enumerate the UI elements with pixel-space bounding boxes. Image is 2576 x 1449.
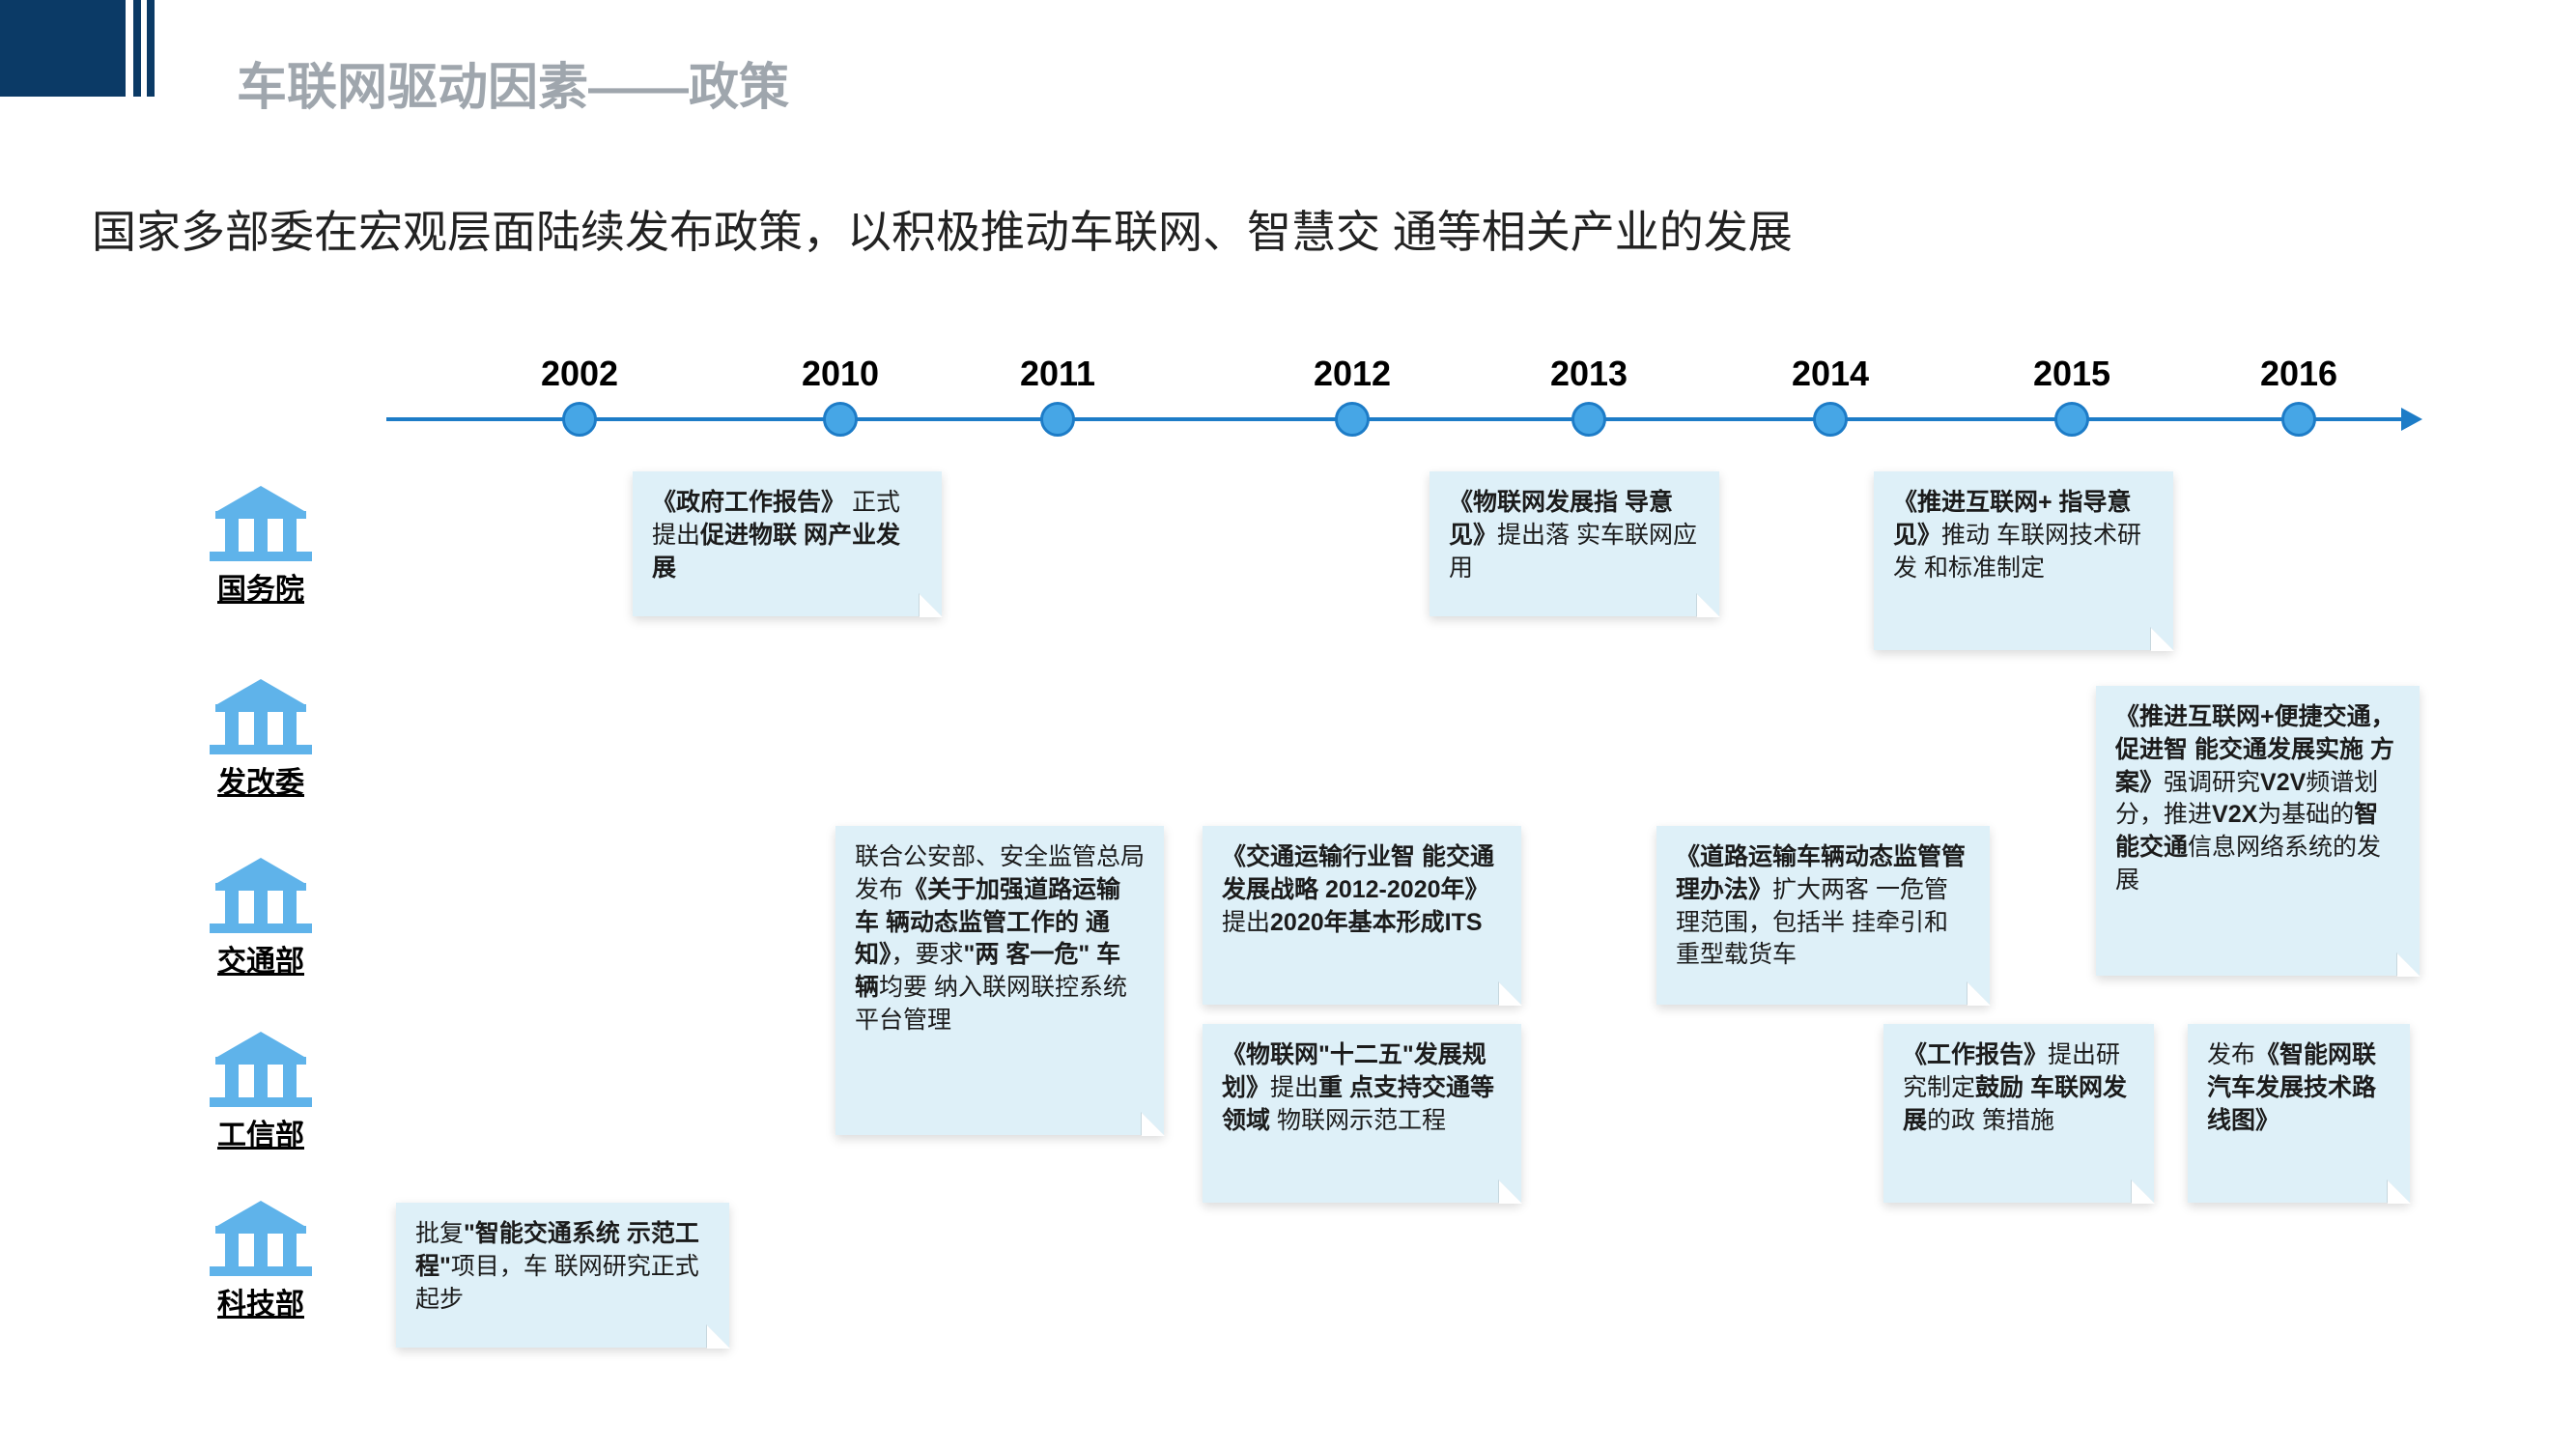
timeline-year-label: 2013 <box>1550 354 1628 394</box>
gov-building-icon <box>198 850 324 937</box>
note-text: ，要求 <box>892 941 964 968</box>
timeline-dot <box>1040 402 1075 437</box>
note-fold-corner <box>1499 1180 1522 1204</box>
timeline-dot <box>2054 402 2089 437</box>
note-bold-text: 2020年基本形成ITS <box>1270 909 1483 936</box>
timeline-arrowhead <box>2401 408 2422 431</box>
note-fold-corner <box>1499 982 1522 1006</box>
row-label-kejibu: 科技部 <box>208 1280 314 1322</box>
timeline-dot <box>562 402 597 437</box>
gov-building-icon <box>198 478 324 565</box>
row-label-gongxinbu: 工信部 <box>208 1111 314 1153</box>
timeline-dot <box>823 402 858 437</box>
note-text: 强调研究 <box>2164 769 2260 796</box>
policy-note: 《物联网发展指 导意见》提出落 实车联网应用 <box>1430 471 1719 616</box>
note-text: 发布 <box>2207 1041 2255 1068</box>
note-fold-corner <box>2388 1180 2411 1204</box>
note-fold-corner <box>2132 1180 2155 1204</box>
timeline-dot <box>1813 402 1848 437</box>
timeline-dot <box>1571 402 1606 437</box>
note-fold-corner <box>2397 953 2420 977</box>
page-subtitle: 国家多部委在宏观层面陆续发布政策，以积极推动车联网、智慧交 通等相关产业的发展 <box>92 197 1793 261</box>
timeline-year-label: 2015 <box>2033 354 2110 394</box>
gov-building-icon <box>198 1193 324 1280</box>
policy-note: 《工作报告》提出研究制定鼓励 车联网发展的政 策措施 <box>1883 1024 2154 1203</box>
timeline-year-label: 2012 <box>1314 354 1391 394</box>
policy-note: 《推进互联网+ 指导意见》推动 车联网技术研发 和标准制定 <box>1874 471 2173 650</box>
note-fold-corner <box>1142 1113 1165 1136</box>
note-text: 提出 <box>1270 1074 1318 1101</box>
policy-note: 发布《智能网联汽车发展技术路线图》 <box>2188 1024 2410 1203</box>
timeline-year-label: 2011 <box>1020 354 1095 394</box>
note-text: 的政 策措施 <box>1927 1107 2054 1134</box>
timeline-dot <box>1335 402 1370 437</box>
timeline-year-label: 2014 <box>1792 354 1869 394</box>
note-text: 均要 纳入联网联控系统 平台管理 <box>855 974 1127 1034</box>
note-bold-text: 《政府工作报告》 <box>652 489 845 516</box>
policy-note: 联合公安部、安全监管总局发布《关于加强道路运输车 辆动态监管工作的 通知》，要求… <box>835 826 1164 1135</box>
row-label-guowuyuan: 国务院 <box>208 565 314 608</box>
note-bold-text: V2X <box>2212 801 2257 828</box>
timeline-axis <box>386 417 2405 421</box>
note-text: 为基础的 <box>2257 801 2354 828</box>
timeline-dot <box>2281 402 2316 437</box>
note-fold-corner <box>1967 982 1991 1006</box>
header-accent-stripe-1 <box>133 0 141 97</box>
gov-building-icon <box>198 671 324 758</box>
gov-building-icon <box>198 1024 324 1111</box>
note-bold-text: V2V <box>2260 769 2306 796</box>
note-text: 项目，车 联网研究正式起步 <box>415 1253 699 1313</box>
row-label-fagaiwei: 发改委 <box>208 758 314 801</box>
timeline-year-label: 2010 <box>802 354 879 394</box>
timeline-year-label: 2002 <box>541 354 618 394</box>
policy-note: 《物联网"十二五"发展规划》提出重 点支持交通等领域 物联网示范工程 <box>1203 1024 1521 1203</box>
policy-note: 批复"智能交通系统 示范工程"项目，车 联网研究正式起步 <box>396 1203 729 1348</box>
note-text: 提出 <box>1222 909 1270 936</box>
page-title: 车联网驱动因素——政策 <box>237 46 789 119</box>
policy-note: 《政府工作报告》 正式提出促进物联 网产业发展 <box>633 471 942 616</box>
slide: 车联网驱动因素——政策 国家多部委在宏观层面陆续发布政策，以积极推动车联网、智慧… <box>0 0 2576 1449</box>
note-text: 物联网示范工程 <box>1270 1107 1446 1134</box>
policy-note: 《道路运输车辆动态监管管理办法》扩大两客 一危管理范围，包括半 挂牵引和重型载货… <box>1656 826 1990 1005</box>
timeline-year-label: 2016 <box>2260 354 2337 394</box>
note-bold-text: 《交通运输行业智 能交通发展战略 2012-2020年》 <box>1222 843 1494 903</box>
note-fold-corner <box>920 594 943 617</box>
policy-note: 《推进互联网+便捷交通，促进智 能交通发展实施 方案》强调研究V2V频谱划分，推… <box>2096 686 2420 976</box>
header-accent-stripe-2 <box>147 0 155 97</box>
header-accent-rect <box>0 0 126 97</box>
note-text: 批复 <box>415 1220 464 1247</box>
note-fold-corner <box>2151 628 2174 651</box>
policy-note: 《交通运输行业智 能交通发展战略 2012-2020年》提出2020年基本形成I… <box>1203 826 1521 1005</box>
note-fold-corner <box>1697 594 1720 617</box>
row-label-jiaotongbu: 交通部 <box>208 937 314 980</box>
note-bold-text: 《工作报告》 <box>1903 1041 2048 1068</box>
note-fold-corner <box>707 1325 730 1349</box>
